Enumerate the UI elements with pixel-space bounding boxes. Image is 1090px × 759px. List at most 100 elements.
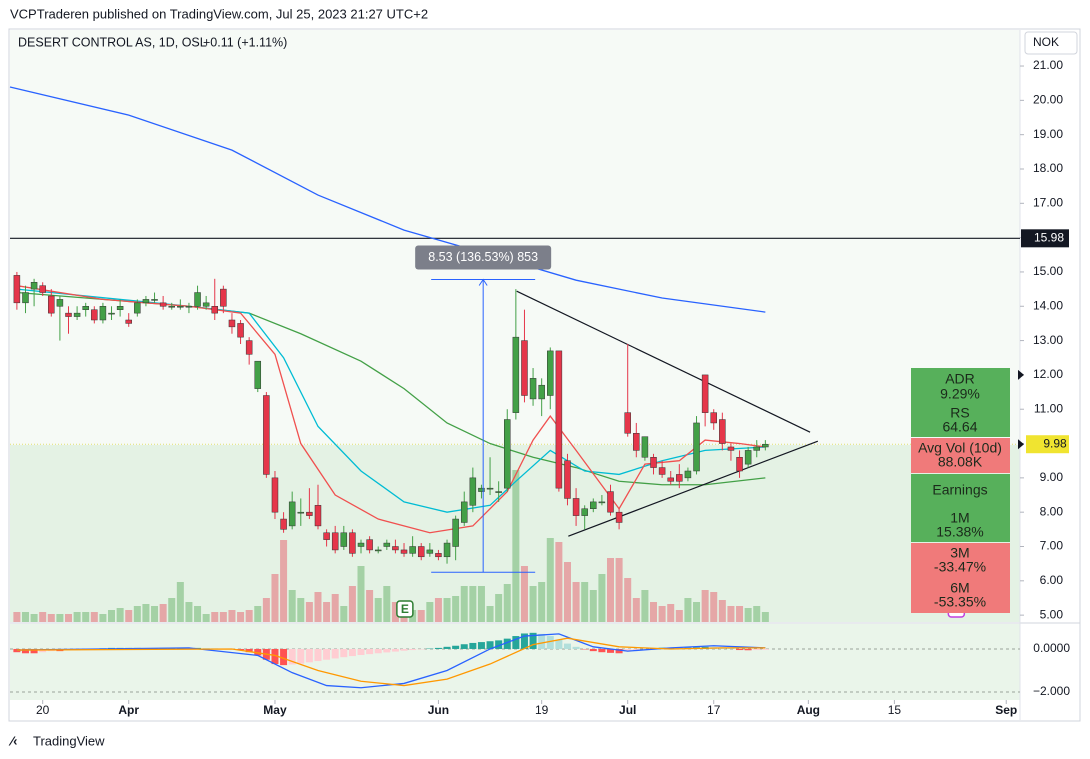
measure-box bbox=[415, 245, 552, 270]
macd-bar bbox=[546, 636, 554, 649]
candle-body bbox=[426, 549, 434, 554]
volume-bar bbox=[194, 606, 202, 622]
volume-bar bbox=[434, 598, 442, 622]
volume-bar bbox=[237, 612, 245, 622]
candle-body bbox=[435, 553, 442, 558]
candle-body bbox=[56, 299, 64, 307]
candle-body bbox=[245, 340, 253, 355]
candle-body bbox=[469, 477, 477, 506]
volume-bar bbox=[99, 614, 107, 622]
volume-bar bbox=[21, 612, 29, 622]
volume-bar bbox=[520, 566, 528, 622]
macd-bar bbox=[632, 648, 640, 651]
volume-bar bbox=[142, 604, 150, 622]
earnings-marker bbox=[396, 600, 414, 618]
candle-body bbox=[374, 549, 382, 552]
currency-box[interactable] bbox=[1024, 31, 1078, 55]
macd-line bbox=[16, 637, 766, 687]
published: VCPTraderen published on TradingView.com… bbox=[10, 6, 428, 21]
volume-bar bbox=[736, 606, 744, 622]
volume-bar bbox=[254, 606, 262, 622]
y-tick-label: 18.00 bbox=[1033, 161, 1063, 175]
y-tick-label: 8.00 bbox=[1040, 504, 1064, 518]
candle-body bbox=[529, 378, 537, 400]
macd-bar bbox=[555, 639, 563, 649]
candle-body bbox=[719, 419, 726, 444]
candle-body bbox=[211, 306, 219, 314]
candle-body bbox=[478, 487, 485, 492]
volume-bar bbox=[125, 610, 133, 622]
candle-body bbox=[134, 302, 141, 314]
y-tick-label: 19.00 bbox=[1033, 127, 1063, 141]
y-tick-label: 6.00 bbox=[1040, 573, 1064, 587]
x-tick-label: Sep bbox=[995, 703, 1017, 717]
candle-body bbox=[159, 302, 167, 307]
y-tick-label: 17.00 bbox=[1033, 195, 1063, 209]
volume-bar bbox=[555, 542, 563, 622]
volume-bar bbox=[314, 592, 322, 622]
volume-bar bbox=[65, 614, 73, 622]
currency[interactable]: NOK bbox=[1033, 35, 1059, 49]
volume-bar bbox=[581, 582, 589, 622]
volume-bar bbox=[133, 606, 141, 622]
x-tick-label: May bbox=[263, 703, 287, 717]
volume-bar bbox=[73, 612, 81, 622]
y-tick-label: 12.00 bbox=[1033, 367, 1063, 381]
stat-value: 15.38% bbox=[936, 524, 983, 540]
candle-body bbox=[349, 532, 356, 554]
stats-box bbox=[911, 543, 1010, 613]
macd-bar bbox=[288, 648, 296, 665]
candle-body bbox=[667, 477, 674, 482]
macd-bar bbox=[245, 648, 253, 653]
last-price-badge bbox=[1026, 435, 1069, 454]
candle-body bbox=[306, 511, 313, 516]
volume-bar bbox=[701, 590, 709, 622]
macd-bar bbox=[598, 648, 606, 653]
y-tick-label: 9.00 bbox=[1040, 470, 1064, 484]
volume-bar bbox=[219, 612, 227, 622]
candle-body bbox=[168, 306, 175, 308]
macd-bar bbox=[615, 648, 623, 654]
hline-label: 15.98 bbox=[1034, 230, 1064, 244]
candle-body bbox=[228, 319, 236, 328]
candle-body bbox=[340, 532, 348, 547]
macd-tick-label: −2.000 bbox=[1033, 684, 1070, 698]
volume-bar bbox=[675, 610, 683, 622]
candle-body bbox=[314, 505, 322, 527]
volume-bar bbox=[477, 586, 485, 622]
volume-bar bbox=[615, 558, 623, 622]
candle-body bbox=[400, 549, 408, 554]
macd-bar bbox=[21, 648, 29, 654]
hline-badge bbox=[1021, 229, 1069, 248]
volume-bar bbox=[718, 600, 726, 622]
volume-bar bbox=[598, 574, 606, 622]
candle-body bbox=[383, 542, 391, 547]
candle-body bbox=[564, 460, 571, 499]
volume-bar bbox=[667, 604, 675, 622]
candle-body bbox=[271, 477, 279, 513]
macd-bar bbox=[529, 632, 537, 649]
stat-label: 3M bbox=[950, 545, 969, 561]
trendline bbox=[568, 440, 819, 537]
volume-bar bbox=[374, 598, 382, 622]
candle-body bbox=[254, 360, 262, 389]
candle-body bbox=[736, 457, 743, 472]
candle-body bbox=[658, 467, 666, 475]
volume-bar bbox=[168, 598, 176, 622]
y-tick-label: 13.00 bbox=[1033, 333, 1063, 347]
volume-bar bbox=[151, 606, 159, 622]
volume-bar bbox=[39, 612, 47, 622]
volume-bar bbox=[305, 602, 313, 622]
volume-bar bbox=[417, 610, 425, 622]
volume-bar bbox=[486, 606, 494, 622]
volume-bar bbox=[245, 610, 253, 622]
macd-bar bbox=[331, 648, 339, 659]
macd-bar bbox=[563, 643, 571, 649]
volume-bar bbox=[563, 562, 571, 622]
volume-bar bbox=[271, 574, 279, 622]
volume-bar bbox=[632, 598, 640, 622]
y-tick-label: 14.00 bbox=[1033, 298, 1063, 312]
volume-bar bbox=[546, 538, 554, 622]
macd-bar bbox=[30, 648, 38, 654]
